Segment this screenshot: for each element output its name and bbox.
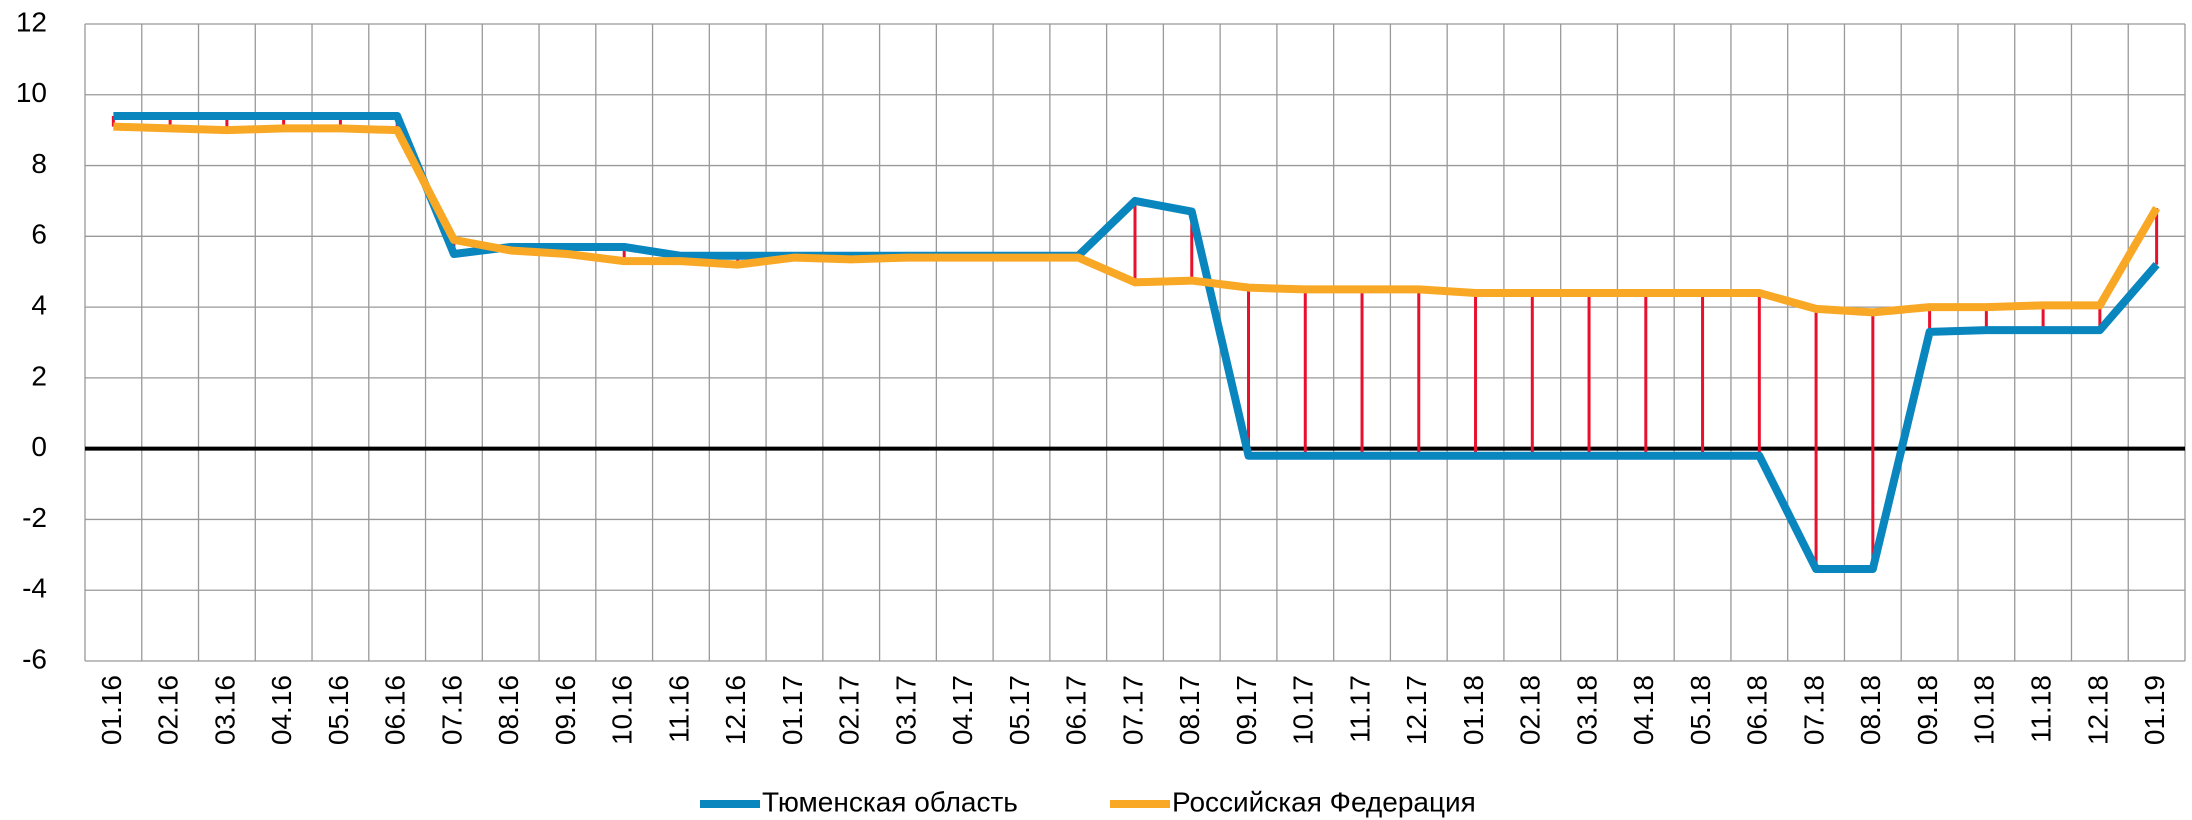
legend-label: Тюменская область xyxy=(762,786,1018,817)
x-tick-label: 08.16 xyxy=(493,675,524,745)
x-tick-label: 12.17 xyxy=(1401,675,1432,745)
y-tick-label: 10 xyxy=(16,77,47,108)
x-tick-label: 11.16 xyxy=(663,675,694,743)
x-tick-label: 01.16 xyxy=(96,675,127,745)
x-tick-label: 12.18 xyxy=(2082,675,2113,745)
y-tick-label: 12 xyxy=(16,6,47,37)
x-tick-label: 01.19 xyxy=(2139,675,2170,745)
x-tick-label: 06.16 xyxy=(380,675,411,745)
x-tick-label: 03.17 xyxy=(890,675,921,745)
x-tick-label: 11.18 xyxy=(2025,675,2056,743)
x-tick-label: 07.18 xyxy=(1798,675,1829,745)
x-tick-label: 05.18 xyxy=(1685,675,1716,745)
x-tick-label: 11.17 xyxy=(1344,675,1375,743)
y-tick-label: 8 xyxy=(31,148,47,179)
x-tick-label: 02.18 xyxy=(1515,675,1546,745)
y-tick-label: -6 xyxy=(22,643,47,674)
y-tick-label: -4 xyxy=(22,573,47,604)
x-tick-label: 09.17 xyxy=(1231,675,1262,745)
series-line xyxy=(113,112,2160,573)
x-tick-label: 09.16 xyxy=(550,675,581,745)
x-tick-label: 06.17 xyxy=(1061,675,1092,745)
x-tick-label: 02.16 xyxy=(153,675,184,745)
series-line xyxy=(113,122,2161,317)
x-tick-label: 07.16 xyxy=(436,675,467,745)
x-tick-label: 10.16 xyxy=(607,675,638,745)
x-tick-label: 06.18 xyxy=(1742,675,1773,745)
x-tick-label: 01.18 xyxy=(1458,675,1489,745)
x-tick-label: 05.17 xyxy=(1004,675,1035,745)
y-tick-label: 2 xyxy=(31,360,47,391)
x-tick-label: 08.17 xyxy=(1174,675,1205,745)
x-tick-label: 04.16 xyxy=(266,675,297,745)
y-tick-label: -2 xyxy=(22,502,47,533)
x-tick-label: 01.17 xyxy=(777,675,808,745)
legend-label: Российская Федерация xyxy=(1172,786,1476,817)
x-tick-label: 10.18 xyxy=(1969,675,2000,745)
y-tick-label: 4 xyxy=(31,290,47,321)
x-tick-label: 10.17 xyxy=(1288,675,1319,745)
y-tick-label: 0 xyxy=(31,431,47,462)
x-tick-label: 02.17 xyxy=(834,675,865,745)
x-tick-label: 03.16 xyxy=(209,675,240,745)
x-tick-label: 03.18 xyxy=(1571,675,1602,745)
x-tick-label: 08.18 xyxy=(1855,675,1886,745)
x-tick-label: 09.18 xyxy=(1912,675,1943,745)
x-tick-label: 05.16 xyxy=(323,675,354,745)
x-tick-label: 04.18 xyxy=(1628,675,1659,745)
y-tick-label: 6 xyxy=(31,219,47,250)
x-tick-label: 07.17 xyxy=(1117,675,1148,745)
x-tick-label: 04.17 xyxy=(947,675,978,745)
x-tick-label: 12.16 xyxy=(720,675,751,745)
